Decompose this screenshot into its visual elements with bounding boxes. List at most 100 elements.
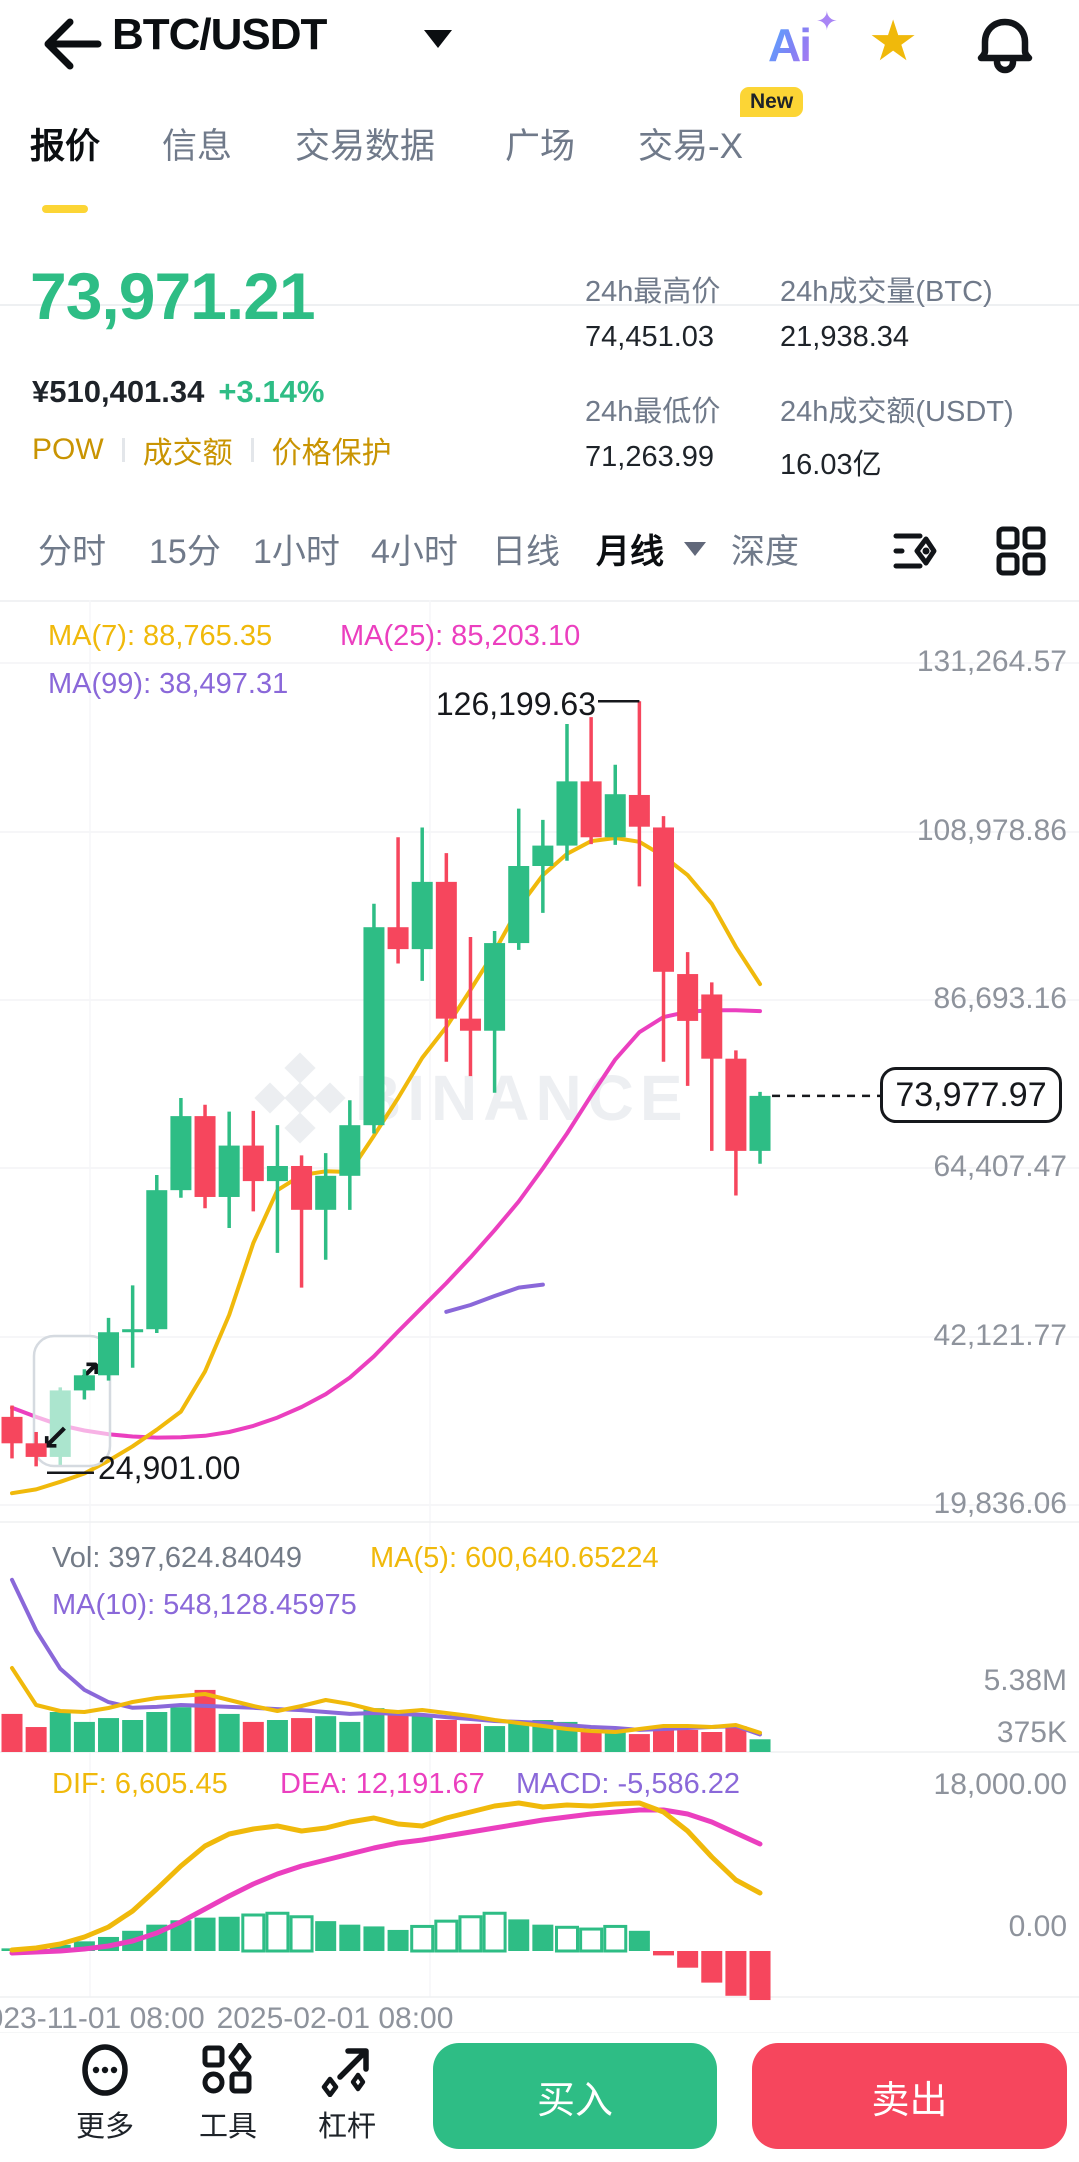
leverage-icon — [321, 2048, 369, 2097]
tools-icon — [202, 2043, 252, 2094]
candle — [628, 794, 650, 827]
candle — [266, 1165, 288, 1182]
indicator-settings-icon[interactable] — [892, 526, 942, 576]
leverage-button[interactable]: 杠杆 — [292, 2043, 402, 2145]
stat-24h-low: 24h最低价 71,263.99 — [585, 396, 721, 473]
tab-square[interactable]: 广场 — [505, 127, 576, 166]
vol-axis-base: 375K — [996, 1716, 1067, 1749]
vol-legend: Vol: 397,624.84049 — [52, 1542, 302, 1574]
tf-dropdown-icon[interactable] — [684, 542, 706, 556]
token-tags: POW 成交额 价格保护 — [32, 428, 392, 472]
y-axis-label: 108,978.86 — [916, 814, 1067, 847]
favorite-star-icon[interactable]: ★ — [868, 9, 919, 72]
y-axis-label: 19,836.06 — [933, 1487, 1067, 1520]
candle — [122, 1329, 144, 1333]
ma99-legend: MA(99): 38,497.31 — [48, 668, 289, 700]
x-axis-label: 2023-11-01 08:00 — [0, 2002, 205, 2032]
candle — [677, 974, 699, 1021]
fiat-price: ¥510,401.34 — [32, 374, 205, 409]
pair-title[interactable]: BTC/USDT — [112, 10, 327, 59]
notification-bell-icon[interactable] — [976, 14, 1034, 76]
candle — [725, 1058, 747, 1151]
candle — [701, 994, 723, 1059]
stat-24h-high: 24h最高价 74,451.03 — [585, 276, 721, 353]
tf-4h[interactable]: 4小时 — [371, 533, 458, 571]
candle — [242, 1145, 264, 1182]
candle — [146, 1190, 168, 1330]
y-axis-label: 131,264.57 — [916, 645, 1067, 678]
current-price-label: 73,977.97 — [880, 1067, 1062, 1123]
vol-ma5-legend: MA(5): 600,640.65224 — [370, 1542, 659, 1574]
ai-icon[interactable]: Ai — [768, 19, 812, 71]
sparkle-icon: ✦ — [816, 6, 838, 36]
tab-bar: 报价 信息 交易数据 广场 交易-X New — [0, 84, 1079, 306]
tag-volume[interactable]: 成交额 — [142, 437, 233, 470]
candle — [194, 1116, 216, 1197]
grid-layout-icon[interactable] — [996, 526, 1046, 576]
ma25-legend: MA(25): 85,203.10 — [340, 620, 581, 652]
candle — [363, 927, 385, 1126]
tf-minute[interactable]: 分时 — [38, 533, 106, 571]
tag-pow[interactable]: POW — [32, 433, 104, 466]
tag-price-protect[interactable]: 价格保护 — [271, 437, 392, 470]
x-axis-label: 2025-02-01 08:00 — [217, 2002, 454, 2032]
tab-trade-data[interactable]: 交易数据 — [295, 127, 436, 166]
tab-quote[interactable]: 报价 — [30, 127, 101, 166]
macd-axis-top: 18,000.00 — [933, 1768, 1067, 1801]
candle — [73, 1375, 95, 1391]
candles — [1, 701, 771, 1467]
candle — [25, 1443, 47, 1457]
candle — [653, 827, 675, 972]
new-badge: New — [737, 84, 807, 120]
candle — [556, 781, 578, 846]
candle — [387, 927, 409, 950]
header: BTC/USDT Ai ✦ ★ — [0, 0, 1079, 90]
tf-depth[interactable]: 深度 — [731, 533, 799, 571]
fiat-price-row: ¥510,401.34 +3.14% — [32, 374, 324, 410]
change-percent: +3.14% — [218, 374, 325, 409]
low-annotation: 24,901.00 — [98, 1450, 241, 1486]
buy-button[interactable]: 买入 — [433, 2043, 717, 2149]
tf-15m[interactable]: 15分 — [149, 533, 221, 571]
tab-trade-x[interactable]: 交易-X — [638, 127, 744, 166]
candle — [218, 1145, 240, 1197]
tab-info[interactable]: 信息 — [162, 127, 233, 166]
candle — [580, 781, 602, 838]
pair-dropdown-icon[interactable] — [424, 30, 452, 48]
active-tab-underline — [42, 205, 88, 213]
candle — [98, 1332, 120, 1376]
y-axis-label: 86,693.16 — [933, 982, 1067, 1015]
divider — [0, 304, 1079, 306]
tf-1d[interactable]: 日线 — [492, 533, 560, 571]
divider — [0, 600, 1079, 602]
vol-ma10-legend: MA(10): 548,128.45975 — [52, 1589, 357, 1621]
sell-button[interactable]: 卖出 — [752, 2043, 1067, 2149]
macd-axis-zero: 0.00 — [1008, 1910, 1067, 1943]
candle — [291, 1165, 313, 1210]
stat-24h-vol-btc: 24h成交量(BTC) 21,938.34 — [780, 276, 993, 353]
stat-24h-vol-usdt: 24h成交额(USDT) 16.03亿 — [780, 396, 1014, 481]
last-price: 73,971.21 — [30, 259, 316, 333]
more-button[interactable]: 更多 — [50, 2043, 160, 2145]
macd-legend: MACD: -5,586.22 — [516, 1768, 741, 1800]
ma7-legend: MA(7): 88,765.35 — [48, 620, 273, 652]
tf-1h[interactable]: 1小时 — [253, 533, 340, 571]
y-axis-label: 64,407.47 — [933, 1150, 1067, 1183]
candle — [170, 1116, 192, 1191]
tf-1mo-selected[interactable]: 月线 — [596, 533, 664, 571]
macd-histogram — [1, 1911, 771, 2001]
volume-bars — [1, 1689, 771, 1752]
candle — [532, 845, 554, 866]
divider — [250, 438, 254, 462]
candle — [459, 1018, 481, 1031]
back-icon[interactable] — [40, 14, 104, 74]
svg-text:BINANCE: BINANCE — [355, 1062, 689, 1134]
candle — [749, 1095, 771, 1151]
tools-button[interactable]: 工具 — [173, 2043, 283, 2145]
dea-legend: DEA: 12,191.67 — [280, 1768, 485, 1800]
more-icon — [82, 2044, 128, 2096]
candle — [315, 1175, 337, 1210]
divider — [121, 438, 125, 462]
